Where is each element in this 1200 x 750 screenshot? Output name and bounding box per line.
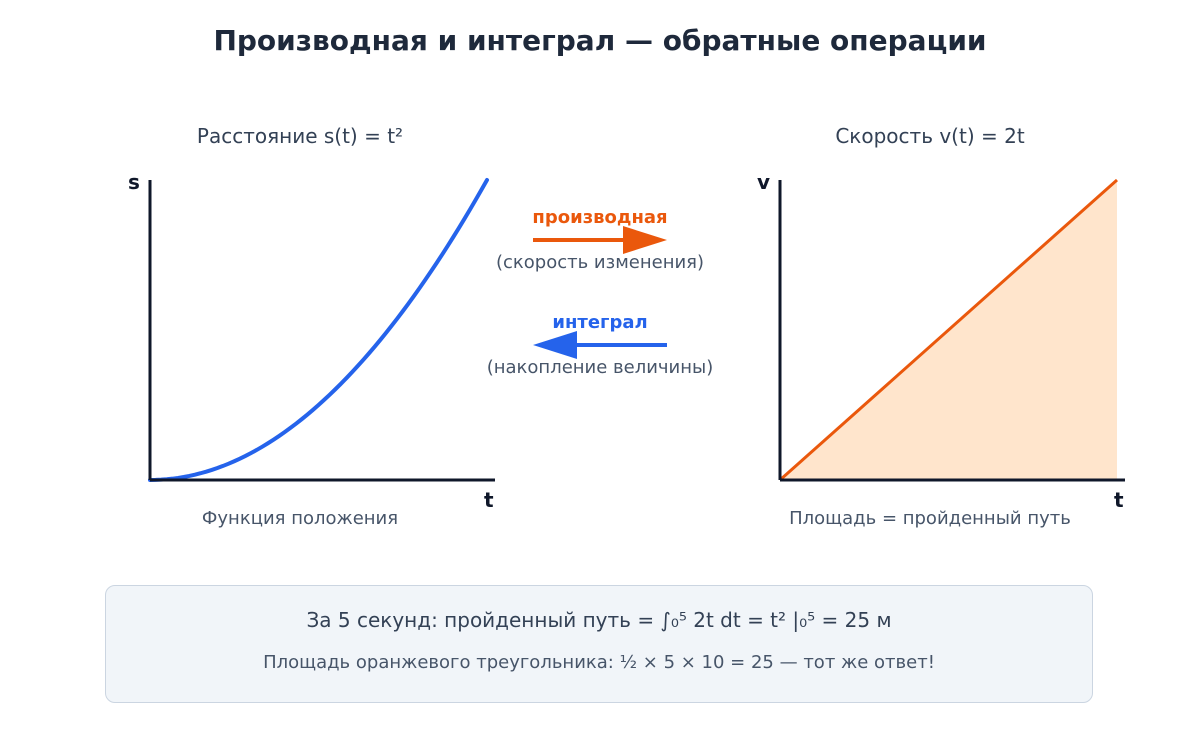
- derivative-arrow-icon: [533, 226, 667, 254]
- velocity-y-axis-label: v: [757, 170, 771, 194]
- summary-sub-text: Площадь оранжевого треугольника: ½ × 5 ×…: [263, 652, 935, 673]
- velocity-chart-title: Скорость v(t) = 2t: [835, 124, 1025, 148]
- summary-box: За 5 секунд: пройденный путь = ∫₀⁵ 2t dt…: [105, 585, 1093, 703]
- distance-chart-title: Расстояние s(t) = t²: [196, 124, 404, 148]
- velocity-caption: Площадь = пройденный путь: [789, 508, 1071, 529]
- summary-main-text: За 5 секунд: пройденный путь = ∫₀⁵ 2t dt…: [306, 608, 892, 632]
- velocity-x-axis-label: t: [1114, 488, 1124, 512]
- page-title: Производная и интеграл — обратные операц…: [213, 24, 987, 57]
- integral-arrow-icon: [533, 331, 667, 359]
- distance-caption: Функция положения: [201, 508, 399, 529]
- integral-label: интеграл: [552, 312, 648, 333]
- distance-x-axis-label: t: [484, 488, 494, 512]
- velocity-line: [779, 178, 1118, 482]
- diagram-canvas: [148, 178, 1125, 482]
- distance-chart: [148, 178, 495, 482]
- distance-y-axis-label: s: [128, 170, 140, 194]
- integral-description: (накопление величины): [486, 357, 714, 378]
- velocity-chart: [778, 178, 1125, 482]
- distance-curve: [148, 178, 489, 482]
- derivative-description: (скорость изменения): [495, 252, 705, 273]
- derivative-label: производная: [532, 207, 668, 228]
